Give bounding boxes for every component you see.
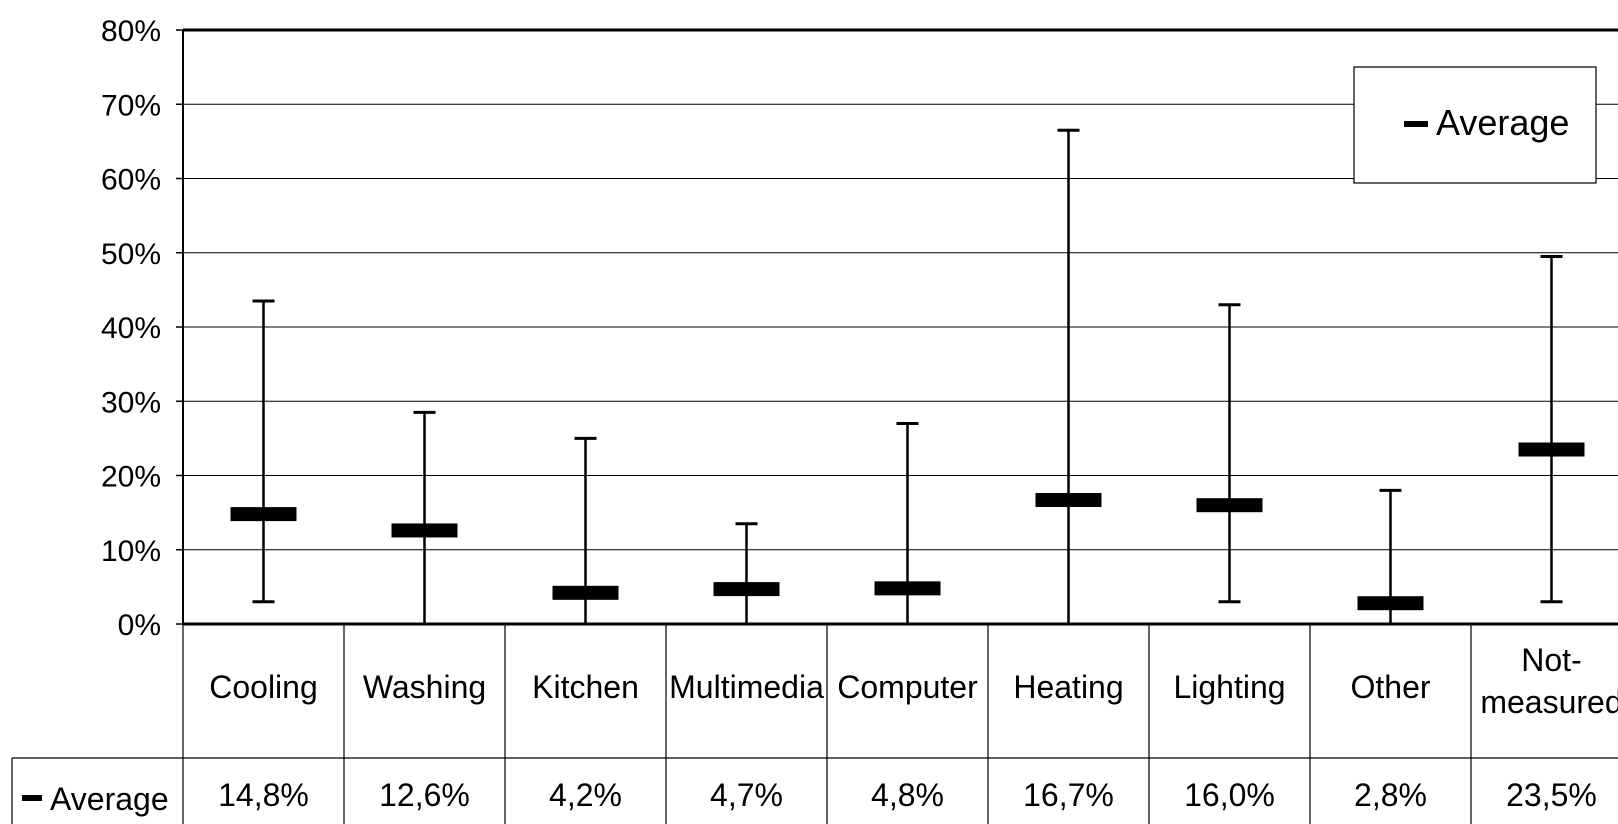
y-axis-tick-labels: 0% 10% 20% 30% 40% 50% 60% 70% 80% (101, 15, 161, 642)
legend-marker (1404, 121, 1428, 127)
legend-label: Average (1436, 102, 1569, 143)
category-label: Computer (837, 669, 978, 705)
table-legend-marker (22, 795, 42, 801)
average-marker (1196, 498, 1263, 513)
table-row-header: Average (50, 781, 169, 817)
average-marker (391, 523, 458, 538)
average-marker (1035, 493, 1102, 508)
average-marker (552, 585, 619, 600)
category-label: Heating (1013, 669, 1123, 705)
y-tick-label: 0% (118, 609, 161, 642)
y-tick-label: 60% (101, 164, 161, 197)
y-tick-label: 70% (101, 89, 161, 122)
average-marker (713, 582, 780, 597)
y-tick-label: 30% (101, 386, 161, 419)
data-table: Cooling Washing Kitchen Multimedia Computer H… (11, 624, 1618, 824)
y-tick-label: 80% (101, 15, 161, 48)
y-tick-label: 40% (101, 312, 161, 345)
category-label: Washing (363, 669, 486, 705)
category-label: Lighting (1173, 669, 1285, 705)
category-label: Multimedia (669, 669, 824, 705)
category-label: Kitchen (532, 669, 639, 705)
category-label: Not-measured (1480, 642, 1618, 720)
average-markers (230, 442, 1585, 611)
average-value-label: 2,8% (1354, 777, 1427, 813)
average-value-label: 12,6% (379, 777, 470, 813)
average-value-label: 4,8% (871, 777, 944, 813)
average-value-label: 14,8% (218, 777, 309, 813)
average-value-label: 16,7% (1023, 777, 1114, 813)
average-value-label: 4,2% (549, 777, 622, 813)
average-marker (230, 507, 297, 522)
average-marker (1518, 442, 1585, 457)
average-marker (874, 581, 941, 596)
category-label: Other (1350, 669, 1430, 705)
category-label: Cooling (209, 669, 318, 705)
average-value-label: 23,5% (1506, 777, 1597, 813)
y-tick-label: 20% (101, 461, 161, 494)
y-tick-label: 50% (101, 238, 161, 271)
average-marker (1357, 596, 1424, 611)
average-value-label: 4,7% (710, 777, 783, 813)
legend-box (1353, 66, 1597, 184)
average-value-label: 16,0% (1184, 777, 1275, 813)
legend: Average (1353, 66, 1597, 184)
y-tick-label: 10% (101, 535, 161, 568)
